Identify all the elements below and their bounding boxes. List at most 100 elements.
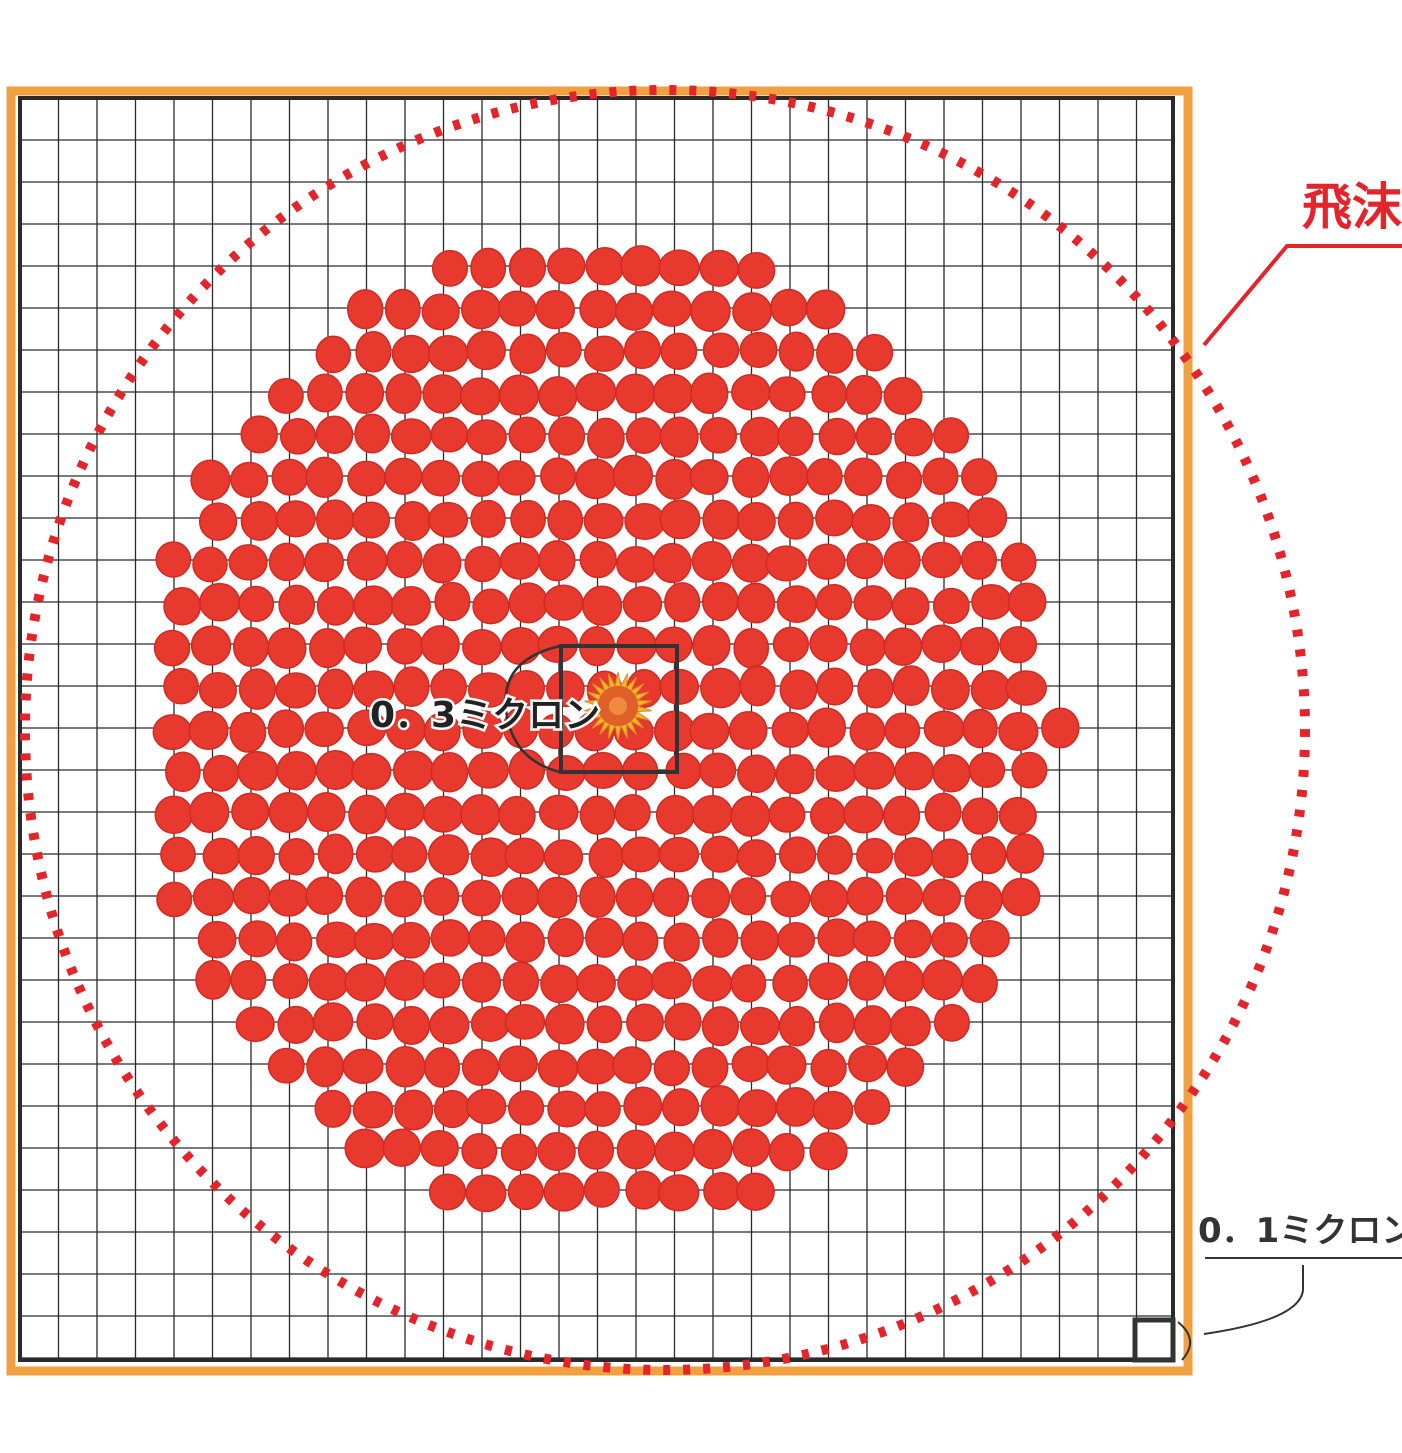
droplet-icon (240, 415, 278, 454)
droplet-icon (692, 624, 731, 667)
droplet-icon (509, 333, 547, 375)
droplet-icon (343, 626, 383, 664)
droplet-icon (659, 416, 699, 458)
droplet-icon (731, 543, 772, 583)
droplet-icon (431, 249, 469, 287)
virus-bracket-curve (504, 644, 561, 774)
droplet-icon (654, 1131, 695, 1172)
droplet-icon (423, 1046, 461, 1088)
droplet-icon (778, 331, 815, 372)
droplet-icon (316, 586, 355, 626)
droplet-icon (700, 667, 742, 709)
droplet-icon (275, 672, 317, 709)
droplet-icon (1007, 582, 1047, 622)
droplet-icon (352, 585, 394, 626)
droplet-icon (691, 877, 731, 919)
droplet-icon (427, 334, 469, 373)
droplet-icon (615, 373, 656, 414)
droplet-icon (153, 629, 191, 667)
droplet-icon (312, 1002, 354, 1042)
droplet-icon (658, 836, 700, 873)
droplet-icon (612, 454, 654, 497)
frame-border (6, 86, 1193, 1376)
droplet-icon (500, 1133, 538, 1171)
droplet-icon (433, 1089, 471, 1129)
droplet-icon (508, 749, 546, 790)
droplet-icon (304, 711, 344, 748)
droplet-icon (849, 712, 886, 751)
droplet-icon (391, 921, 431, 959)
droplet-icon (354, 413, 391, 454)
droplet-icon (811, 375, 848, 414)
droplet-icon (461, 460, 501, 497)
droplet-icon (188, 710, 229, 751)
droplet-icon (423, 795, 464, 833)
droplet-icon (924, 792, 962, 832)
droplet-icon (732, 456, 770, 498)
droplet-icon (698, 752, 737, 789)
droplet-icon (702, 918, 739, 958)
droplet-icon (620, 245, 662, 287)
droplet-icon (739, 331, 778, 368)
droplet-icon (465, 1174, 507, 1213)
droplet-icon (497, 460, 536, 496)
droplet-icon (317, 833, 354, 875)
droplet-icon (199, 582, 241, 622)
droplet-icon (228, 544, 268, 581)
droplet-icon (961, 963, 998, 1004)
droplet-icon (538, 713, 575, 750)
droplet-icon (692, 1128, 733, 1170)
droplet-icon (650, 961, 692, 1000)
droplet-icon (351, 501, 391, 539)
droplet-icon (154, 795, 194, 835)
droplet-icon (921, 959, 963, 1001)
droplet-icon (733, 627, 770, 669)
droplet-icon (846, 542, 884, 580)
droplet-icon (892, 502, 930, 543)
droplet-icon (807, 707, 847, 748)
droplet-icon (510, 499, 546, 539)
droplet-icon (460, 794, 501, 836)
droplet-icon (428, 1173, 467, 1211)
droplet-icon (921, 624, 962, 663)
droplet-icon (998, 712, 1039, 751)
droplet-icon (770, 880, 811, 918)
droplet-icon (886, 1047, 925, 1087)
droplet-icon (240, 500, 279, 541)
droplet-icon (739, 665, 776, 707)
droplet-icon (1000, 542, 1037, 582)
droplet-icon (421, 459, 461, 497)
droplet-icon (461, 1048, 500, 1087)
droplet-icon (307, 791, 346, 833)
droplet-icon (740, 920, 779, 961)
droplet-icon (661, 1088, 700, 1127)
droplet-icon (238, 920, 277, 958)
droplet-icon (579, 289, 618, 329)
droplet-icon (652, 542, 692, 584)
droplet-icon (462, 629, 502, 666)
droplet-icon (577, 1130, 615, 1170)
droplet-icon (736, 501, 776, 542)
droplet-icon (689, 459, 729, 495)
droplet-icon (189, 791, 230, 833)
droplet-icon (536, 876, 578, 919)
droplet-icon (808, 962, 848, 1001)
droplet-icon (394, 1089, 434, 1131)
droplet-icon (894, 751, 935, 791)
droplet-icon (700, 1085, 741, 1127)
droplet-icon (202, 837, 241, 875)
droplet-icon (730, 795, 771, 837)
droplet-icon (267, 1047, 305, 1084)
droplet-icon (732, 1128, 771, 1167)
droplet-icon (305, 456, 344, 498)
droplet-icon (575, 458, 617, 500)
droplet-icon (504, 1004, 546, 1040)
droplet-icon (163, 667, 199, 705)
droplet-icon (659, 499, 701, 540)
droplet-icon (701, 1006, 740, 1047)
droplet-icon (884, 712, 921, 749)
droplet-icon (891, 587, 930, 626)
droplet-icon (198, 502, 238, 541)
droplet-icon (268, 791, 309, 834)
droplet-icon (391, 586, 431, 626)
